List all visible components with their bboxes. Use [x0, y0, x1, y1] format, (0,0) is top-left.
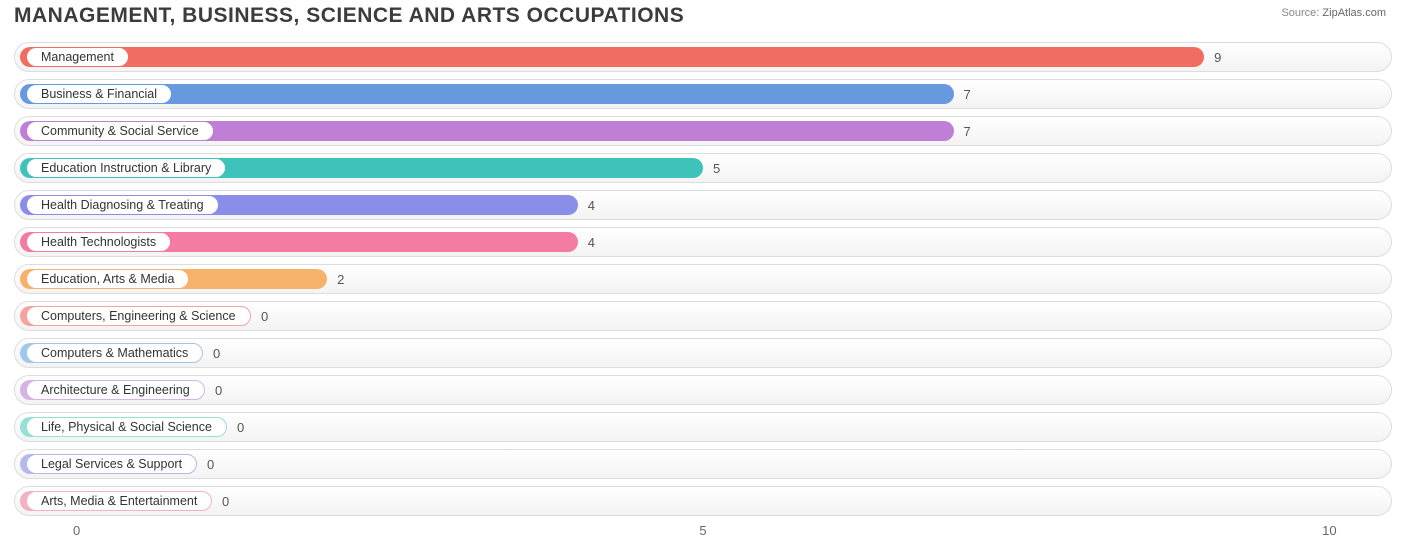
- bar-row: Management 9: [14, 42, 1392, 72]
- x-tick: 0: [73, 523, 80, 538]
- bar-row: Legal Services & Support 0: [14, 449, 1392, 479]
- value-label: 9: [1214, 42, 1221, 72]
- source-site: ZipAtlas.com: [1322, 7, 1386, 19]
- bar-row: Computers & Mathematics 0: [14, 338, 1392, 368]
- x-tick: 5: [699, 523, 706, 538]
- value-label: 7: [964, 116, 971, 146]
- value-label: 4: [588, 190, 595, 220]
- chart-title: MANAGEMENT, BUSINESS, SCIENCE AND ARTS O…: [14, 4, 684, 28]
- bar-row: Community & Social Service 7: [14, 116, 1392, 146]
- category-pill: Life, Physical & Social Science: [26, 417, 227, 437]
- category-pill: Legal Services & Support: [26, 454, 197, 474]
- source-attribution: Source: ZipAtlas.com: [1281, 4, 1386, 20]
- bar-fill: [20, 47, 1204, 67]
- value-label: 0: [207, 449, 214, 479]
- category-pill: Education, Arts & Media: [26, 269, 189, 289]
- value-label: 0: [213, 338, 220, 368]
- bar-row: Business & Financial 7: [14, 79, 1392, 109]
- category-pill: Community & Social Service: [26, 121, 214, 141]
- bar-row: Health Diagnosing & Treating 4: [14, 190, 1392, 220]
- value-label: 0: [261, 301, 268, 331]
- bar-row: Education, Arts & Media 2: [14, 264, 1392, 294]
- category-pill: Architecture & Engineering: [26, 380, 205, 400]
- value-label: 0: [237, 412, 244, 442]
- category-pill: Business & Financial: [26, 84, 172, 104]
- bar-row: Education Instruction & Library 5: [14, 153, 1392, 183]
- category-pill: Education Instruction & Library: [26, 158, 226, 178]
- bar-rows: Management9Business & Financial7Communit…: [14, 42, 1392, 516]
- category-pill: Arts, Media & Entertainment: [26, 491, 212, 511]
- source-label: Source:: [1281, 7, 1319, 19]
- category-pill: Management: [26, 47, 129, 67]
- bar-row: Computers, Engineering & Science 0: [14, 301, 1392, 331]
- value-label: 2: [337, 264, 344, 294]
- category-pill: Computers & Mathematics: [26, 343, 203, 363]
- value-label: 4: [588, 227, 595, 257]
- category-pill: Computers, Engineering & Science: [26, 306, 251, 326]
- value-label: 0: [215, 375, 222, 405]
- category-pill: Health Diagnosing & Treating: [26, 195, 219, 215]
- bar-row: Life, Physical & Social Science 0: [14, 412, 1392, 442]
- chart-area: Management9Business & Financial7Communit…: [0, 28, 1406, 516]
- x-axis: 0 5 10: [14, 523, 1392, 549]
- value-label: 7: [964, 79, 971, 109]
- x-tick: 10: [1322, 523, 1336, 538]
- bar-row: Health Technologists 4: [14, 227, 1392, 257]
- bar-track: [14, 486, 1392, 516]
- category-pill: Health Technologists: [26, 232, 171, 252]
- bar-row: Arts, Media & Entertainment 0: [14, 486, 1392, 516]
- value-label: 5: [713, 153, 720, 183]
- bar-track: [14, 449, 1392, 479]
- bar-row: Architecture & Engineering 0: [14, 375, 1392, 405]
- chart-header: MANAGEMENT, BUSINESS, SCIENCE AND ARTS O…: [0, 0, 1406, 28]
- value-label: 0: [222, 486, 229, 516]
- bar-track: [14, 338, 1392, 368]
